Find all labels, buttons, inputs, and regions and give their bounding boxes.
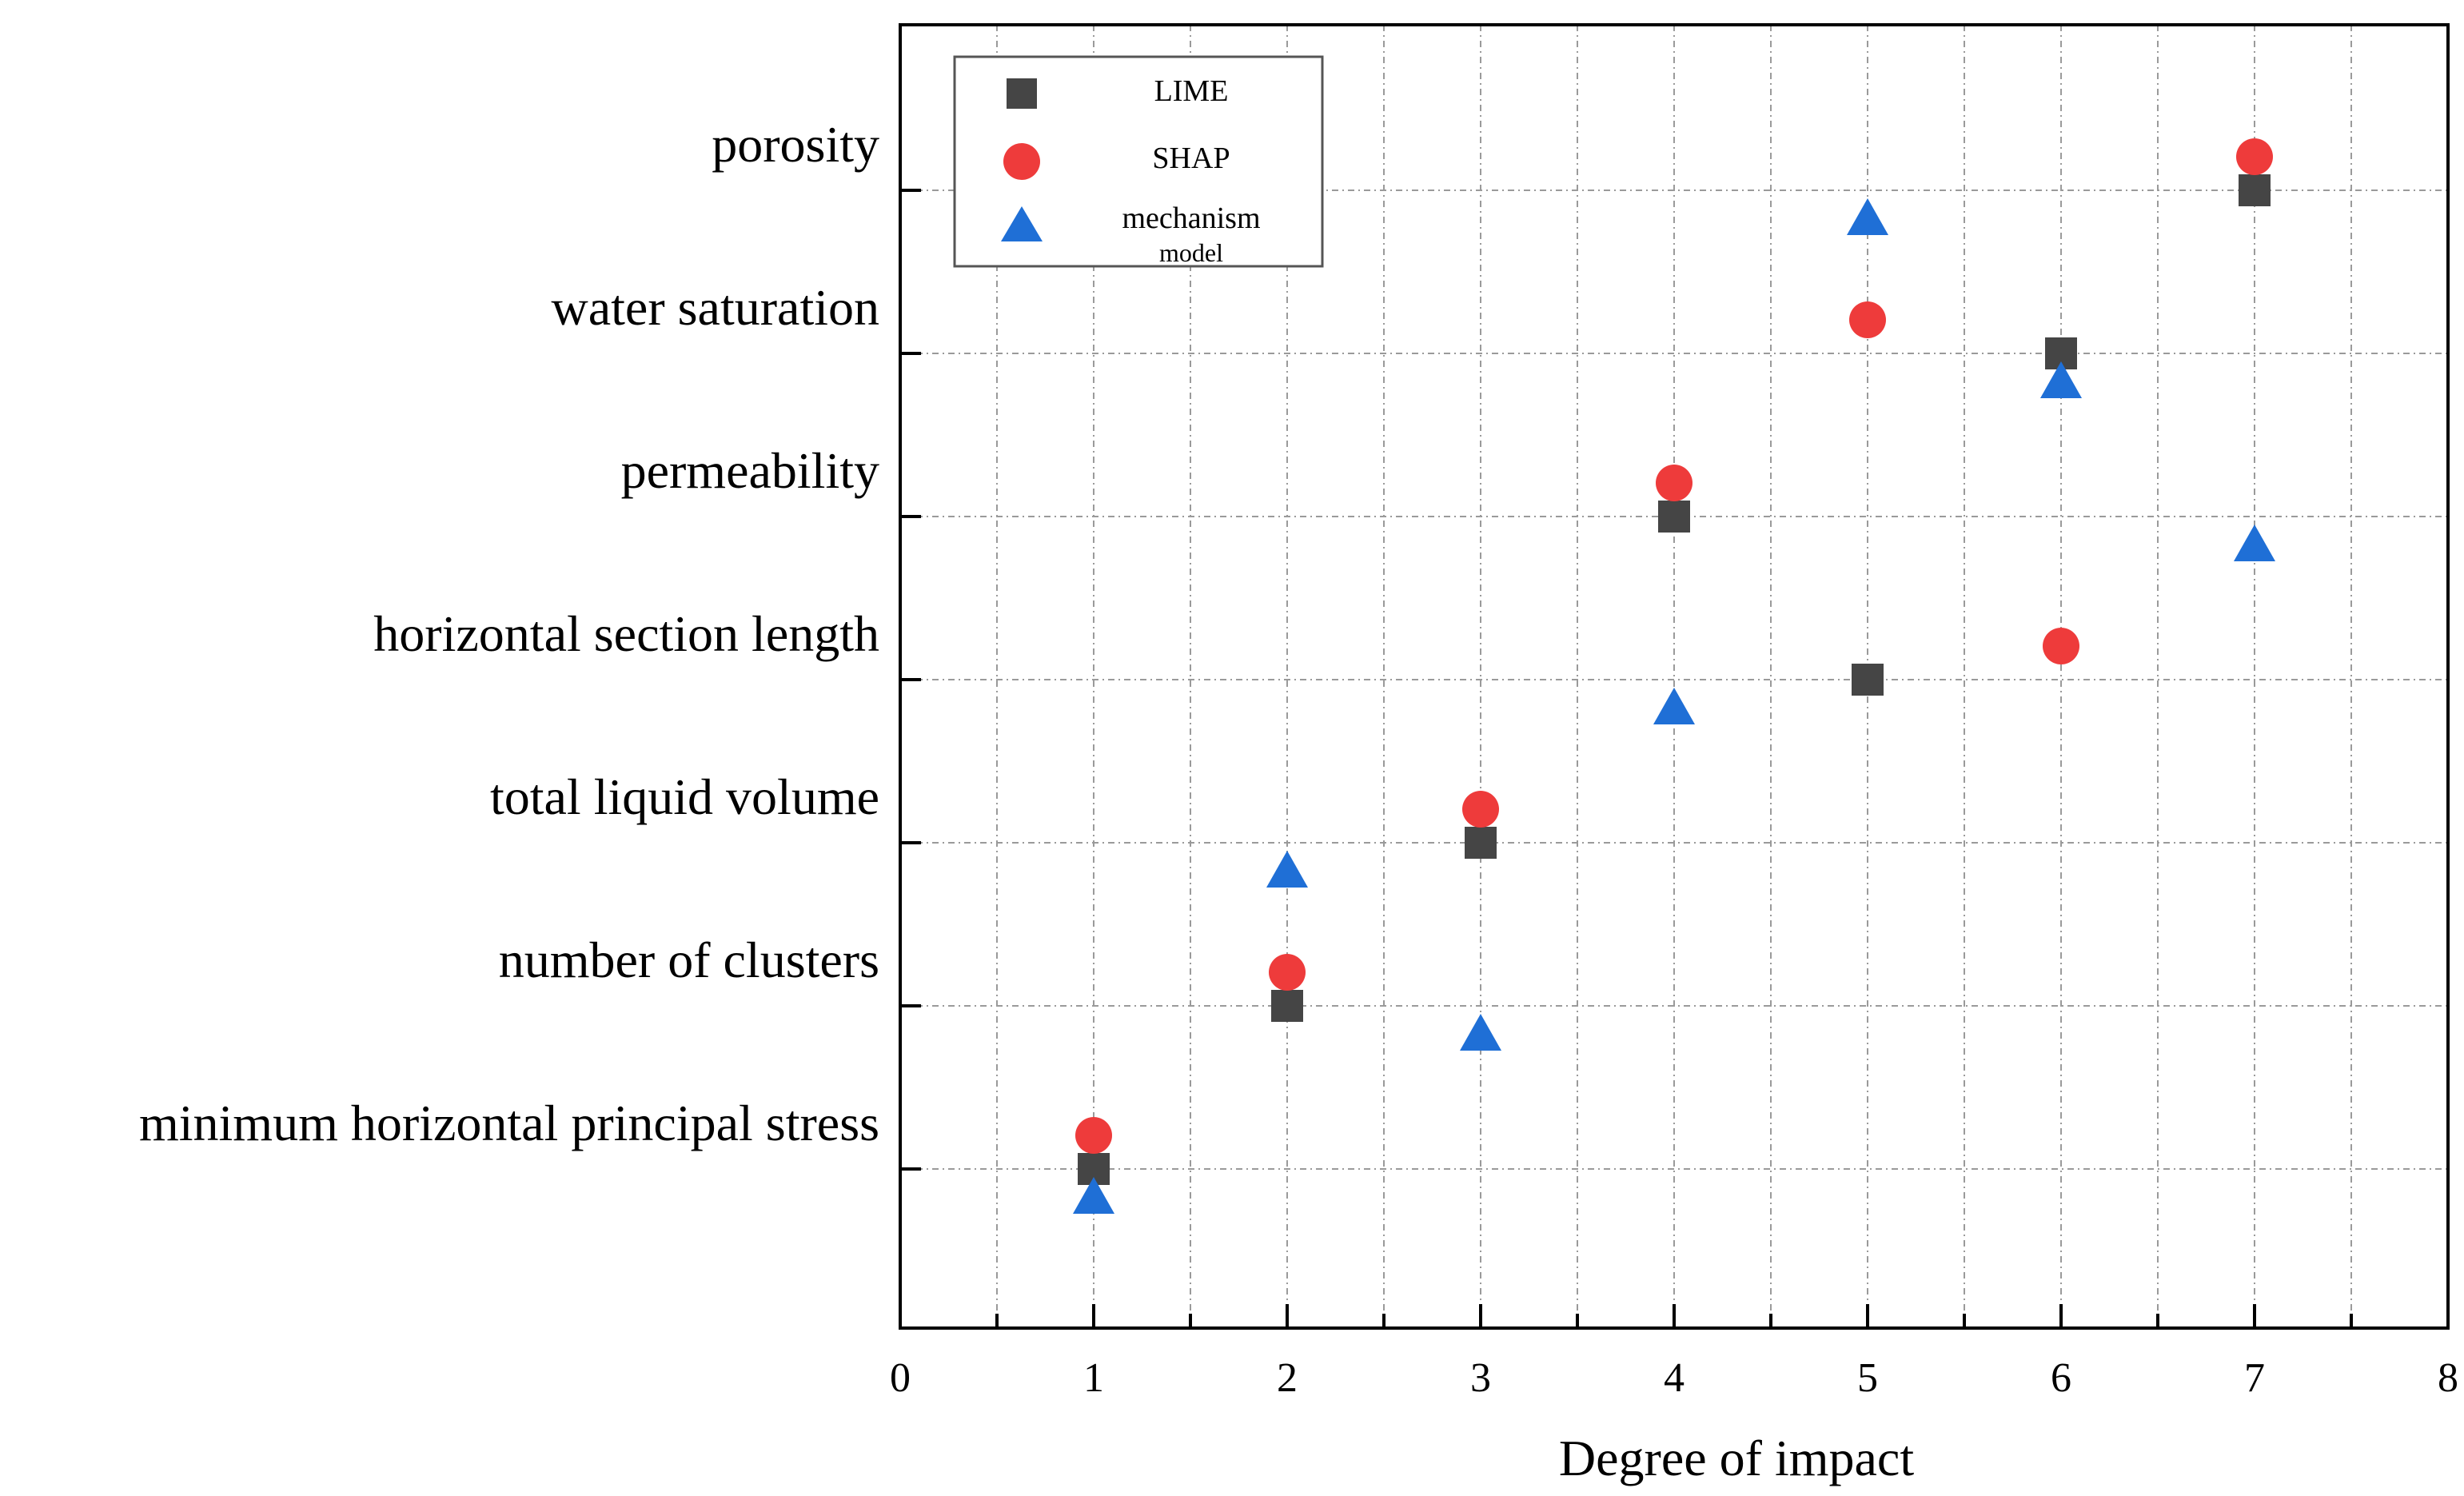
x-tick-label: 1 <box>1083 1355 1104 1401</box>
marks-layer <box>1073 138 2275 1214</box>
shap-point <box>1849 301 1886 338</box>
x-tick-label: 2 <box>1277 1355 1298 1401</box>
lime-point <box>1465 827 1497 859</box>
shap-point <box>1269 954 1306 991</box>
x-tick-label: 7 <box>2244 1355 2265 1401</box>
legend-marker-shap <box>1003 143 1040 180</box>
labels-layer: 0 1 2 3 4 5 6 7 8 porosity water saturation permeab… <box>139 116 2458 1401</box>
lime-point <box>1852 664 1884 696</box>
shap-point <box>2043 628 2079 664</box>
x-tick-label: 0 <box>890 1355 911 1401</box>
y-tick-label: permeability <box>621 442 879 499</box>
mechanism-model-point <box>1653 688 1695 724</box>
x-axis-title: Degree of impact <box>1559 1430 1914 1486</box>
shap-point <box>1075 1117 1112 1154</box>
x-tick-label: 5 <box>1857 1355 1878 1401</box>
mechanism-model-point <box>2234 525 2275 561</box>
lime-point <box>1271 990 1303 1022</box>
shap-point <box>1462 791 1499 828</box>
legend-label-shap: SHAP <box>1152 142 1230 175</box>
legend: LIME SHAP mechanism model <box>953 55 1324 268</box>
shap-point <box>1656 465 1693 501</box>
lime-point <box>1658 501 1690 533</box>
mechanism-model-point <box>1266 851 1308 888</box>
legend-marker-lime <box>1007 78 1037 109</box>
mechanism-model-point <box>1847 198 1888 235</box>
x-tick-label: 8 <box>2438 1355 2458 1401</box>
mechanism-model-point <box>1460 1014 1501 1051</box>
legend-label-model: model <box>1159 238 1223 267</box>
ticks-layer <box>899 189 2450 1328</box>
shap-point <box>2236 138 2273 175</box>
y-tick-label: horizontal section length <box>373 605 879 662</box>
lime-point <box>2239 174 2271 206</box>
x-tick-label: 6 <box>2051 1355 2071 1401</box>
x-tick-label: 4 <box>1664 1355 1685 1401</box>
y-tick-label: water saturation <box>552 279 880 336</box>
mechanism-model-point <box>2040 361 2082 398</box>
x-tick-label: 3 <box>1470 1355 1491 1401</box>
y-tick-label: number of clusters <box>499 932 879 988</box>
legend-marker-mechanism-model <box>1001 206 1043 241</box>
legend-label-mechanism: mechanism <box>1122 201 1260 235</box>
mechanism-model-point <box>1073 1177 1114 1214</box>
y-tick-label: total liquid volume <box>490 768 879 825</box>
y-tick-label: porosity <box>712 116 879 173</box>
legend-label-lime: LIME <box>1154 74 1229 108</box>
y-tick-label: minimum horizontal principal stress <box>139 1095 879 1151</box>
